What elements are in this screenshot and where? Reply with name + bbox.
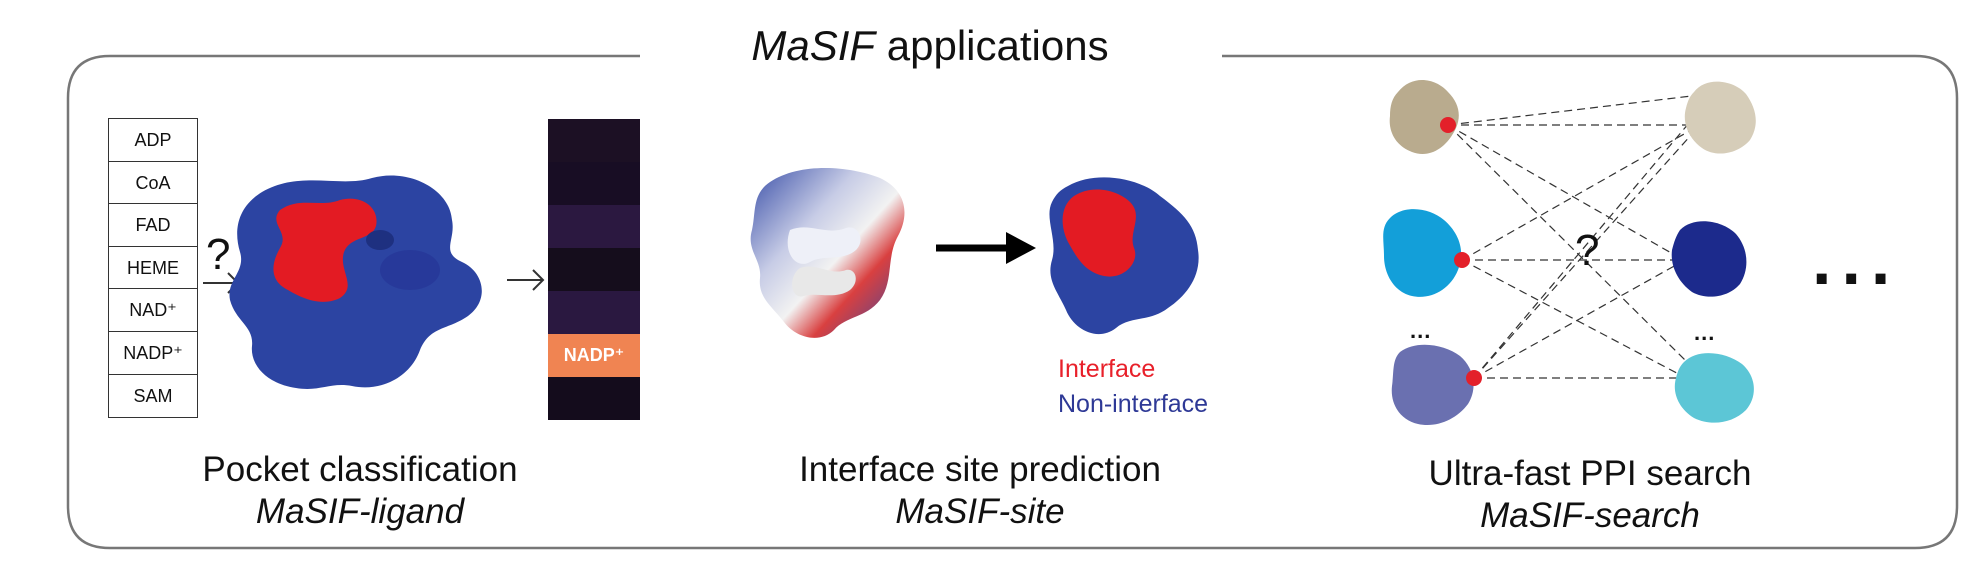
caption-site: Interface site prediction MaSIF-site [760, 449, 1200, 533]
prediction-heatmap: NADP⁺ [548, 119, 640, 420]
page-title: MaSIF applications [640, 22, 1220, 70]
predicted-protein-surface [1049, 177, 1199, 335]
legend-non-interface: Non-interface [1058, 390, 1209, 418]
search-point-icon-3 [1466, 370, 1482, 386]
ellipsis-more: ... [1812, 221, 1901, 299]
ligand-item: CoA [109, 162, 197, 205]
target-protein-light-tan [1684, 81, 1756, 154]
ligand-item: NAD⁺ [109, 289, 197, 332]
question-mark-pocket: ? [206, 230, 231, 279]
ligand-protein-surface [229, 175, 482, 389]
search-connection-lines [1447, 94, 1701, 381]
prediction-arrow-icon [936, 232, 1036, 264]
heatmap-cell [548, 205, 640, 248]
ligand-list: ADP CoA FAD HEME NAD⁺ NADP⁺ SAM [108, 118, 198, 419]
legend-interface: Interface [1058, 355, 1156, 383]
input-protein-surface [750, 168, 905, 338]
heatmap-cell [548, 248, 640, 291]
heatmap-cell [548, 162, 640, 205]
query-protein-tan [1389, 79, 1459, 154]
ligand-item: HEME [109, 247, 197, 290]
output-arrow-icon [507, 269, 545, 291]
target-protein-teal [1674, 353, 1754, 423]
query-protein-slate [1391, 344, 1474, 426]
search-point-icon-1 [1440, 117, 1456, 133]
caption-site-main: Interface site prediction [799, 450, 1161, 489]
ellipsis-left: ... [1410, 318, 1432, 343]
query-protein-cyan [1383, 209, 1462, 297]
caption-site-sub: MaSIF-site [895, 492, 1065, 531]
caption-search-sub: MaSIF-search [1480, 496, 1700, 535]
caption-search-main: Ultra-fast PPI search [1428, 454, 1752, 493]
ligand-item: ADP [109, 119, 197, 162]
heatmap-cell [548, 377, 640, 420]
target-protein-navy [1671, 221, 1747, 297]
ligand-item: FAD [109, 204, 197, 247]
legend: Interface Non-interface [1058, 352, 1208, 422]
outer-frame [66, 54, 1959, 550]
title-italic: MaSIF [751, 22, 876, 69]
ligand-item: NADP⁺ [109, 332, 197, 375]
ligand-item: SAM [133, 385, 173, 406]
heatmap-cell [548, 291, 640, 334]
question-mark-search: ? [1575, 226, 1600, 275]
ellipsis-right: ... [1694, 320, 1716, 345]
heatmap-cell-selected: NADP⁺ [548, 334, 640, 377]
caption-pocket-main: Pocket classification [202, 450, 518, 489]
caption-pocket: Pocket classification MaSIF-ligand [140, 449, 580, 533]
title-rest: applications [875, 22, 1109, 69]
caption-pocket-sub: MaSIF-ligand [255, 492, 465, 531]
heatmap-cell [548, 119, 640, 162]
search-point-icon-2 [1454, 252, 1470, 268]
caption-search: Ultra-fast PPI search MaSIF-search [1380, 453, 1800, 537]
